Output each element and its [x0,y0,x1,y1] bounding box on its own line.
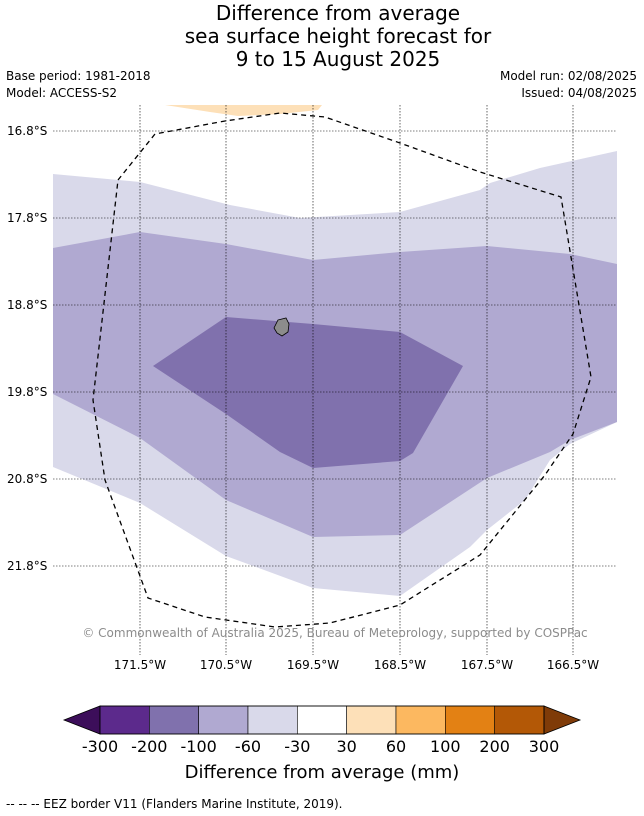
grid-lines [53,105,617,655]
colorbar-tick-label: 300 [528,737,560,756]
colorbar-segment [494,705,545,735]
colorbar-segment [99,705,150,735]
base-period: Base period: 1981-2018 [6,69,151,83]
colorbar [62,705,582,735]
colorbar-segment [395,705,446,735]
colorbar-label: Difference from average (mm) [184,762,460,783]
colorbar-tick-label: 30 [336,737,357,756]
contour-layer [53,105,617,596]
colorbar-tick-label: -100 [180,737,217,756]
lon-label-169-5: 169.5°W [287,658,339,672]
lon-label-166-5: 166.5°W [547,658,599,672]
copyright-notice: © Commonwealth of Australia 2025, Bureau… [82,626,588,640]
colorbar-segment [247,705,298,735]
eez-border [92,112,592,628]
title-line-3: 9 to 15 August 2025 [235,47,441,71]
lat-label-16-8: 16.8°S [7,124,47,138]
lon-label-170-5: 170.5°W [200,658,252,672]
lon-label-171-5: 171.5°W [114,658,166,672]
colorbar-tick-label: 100 [430,737,461,756]
lat-label-20-8: 20.8°S [7,472,47,486]
model-name: Model: ACCESS-S2 [6,86,118,100]
colorbar-segment [297,705,347,735]
title-line-1: Difference from average [215,1,461,25]
lon-label-167-5: 167.5°W [461,658,513,672]
forecast-map: 16.8°S 17.8°S 18.8°S 19.8°S 20.8°S 21.8°… [7,105,617,672]
title-line-2: sea surface height forecast for [184,24,492,48]
model-run: Model run: 02/08/2025 [499,69,637,83]
lat-label-21-8: 21.8°S [7,559,47,573]
colorbar-tick-label: -200 [131,737,168,756]
colorbar-tick-label: 60 [385,737,407,756]
colorbar-segment [198,705,249,735]
issued-date: Issued: 04/08/2025 [521,86,637,100]
colorbar-extend-high [543,705,582,735]
colorbar-segment [149,705,199,735]
colorbar-outline [99,705,545,735]
colorbar-tick-label: -60 [234,737,262,756]
colorbar-segment [445,705,495,735]
lat-label-18-8: 18.8°S [7,298,47,312]
colorbar-segments [99,705,545,735]
colorbar-tick-label: 200 [479,737,510,756]
lat-label-17-8: 17.8°S [7,211,47,225]
colorbar-extend-low [62,705,101,735]
colorbar-segment [346,705,397,735]
contour-band-minus100-minus200 [153,317,463,468]
niue-island [273,317,290,337]
colorbar-tick-label: -300 [81,737,119,756]
contour-band-plus30-plus60 [165,105,322,116]
lon-label-168-5: 168.5°W [374,658,426,672]
colorbar-tick-label: -30 [284,737,311,756]
eez-footnote: -- -- -- EEZ border V11 (Flanders Marine… [6,797,343,811]
lat-label-19-8: 19.8°S [7,385,47,399]
